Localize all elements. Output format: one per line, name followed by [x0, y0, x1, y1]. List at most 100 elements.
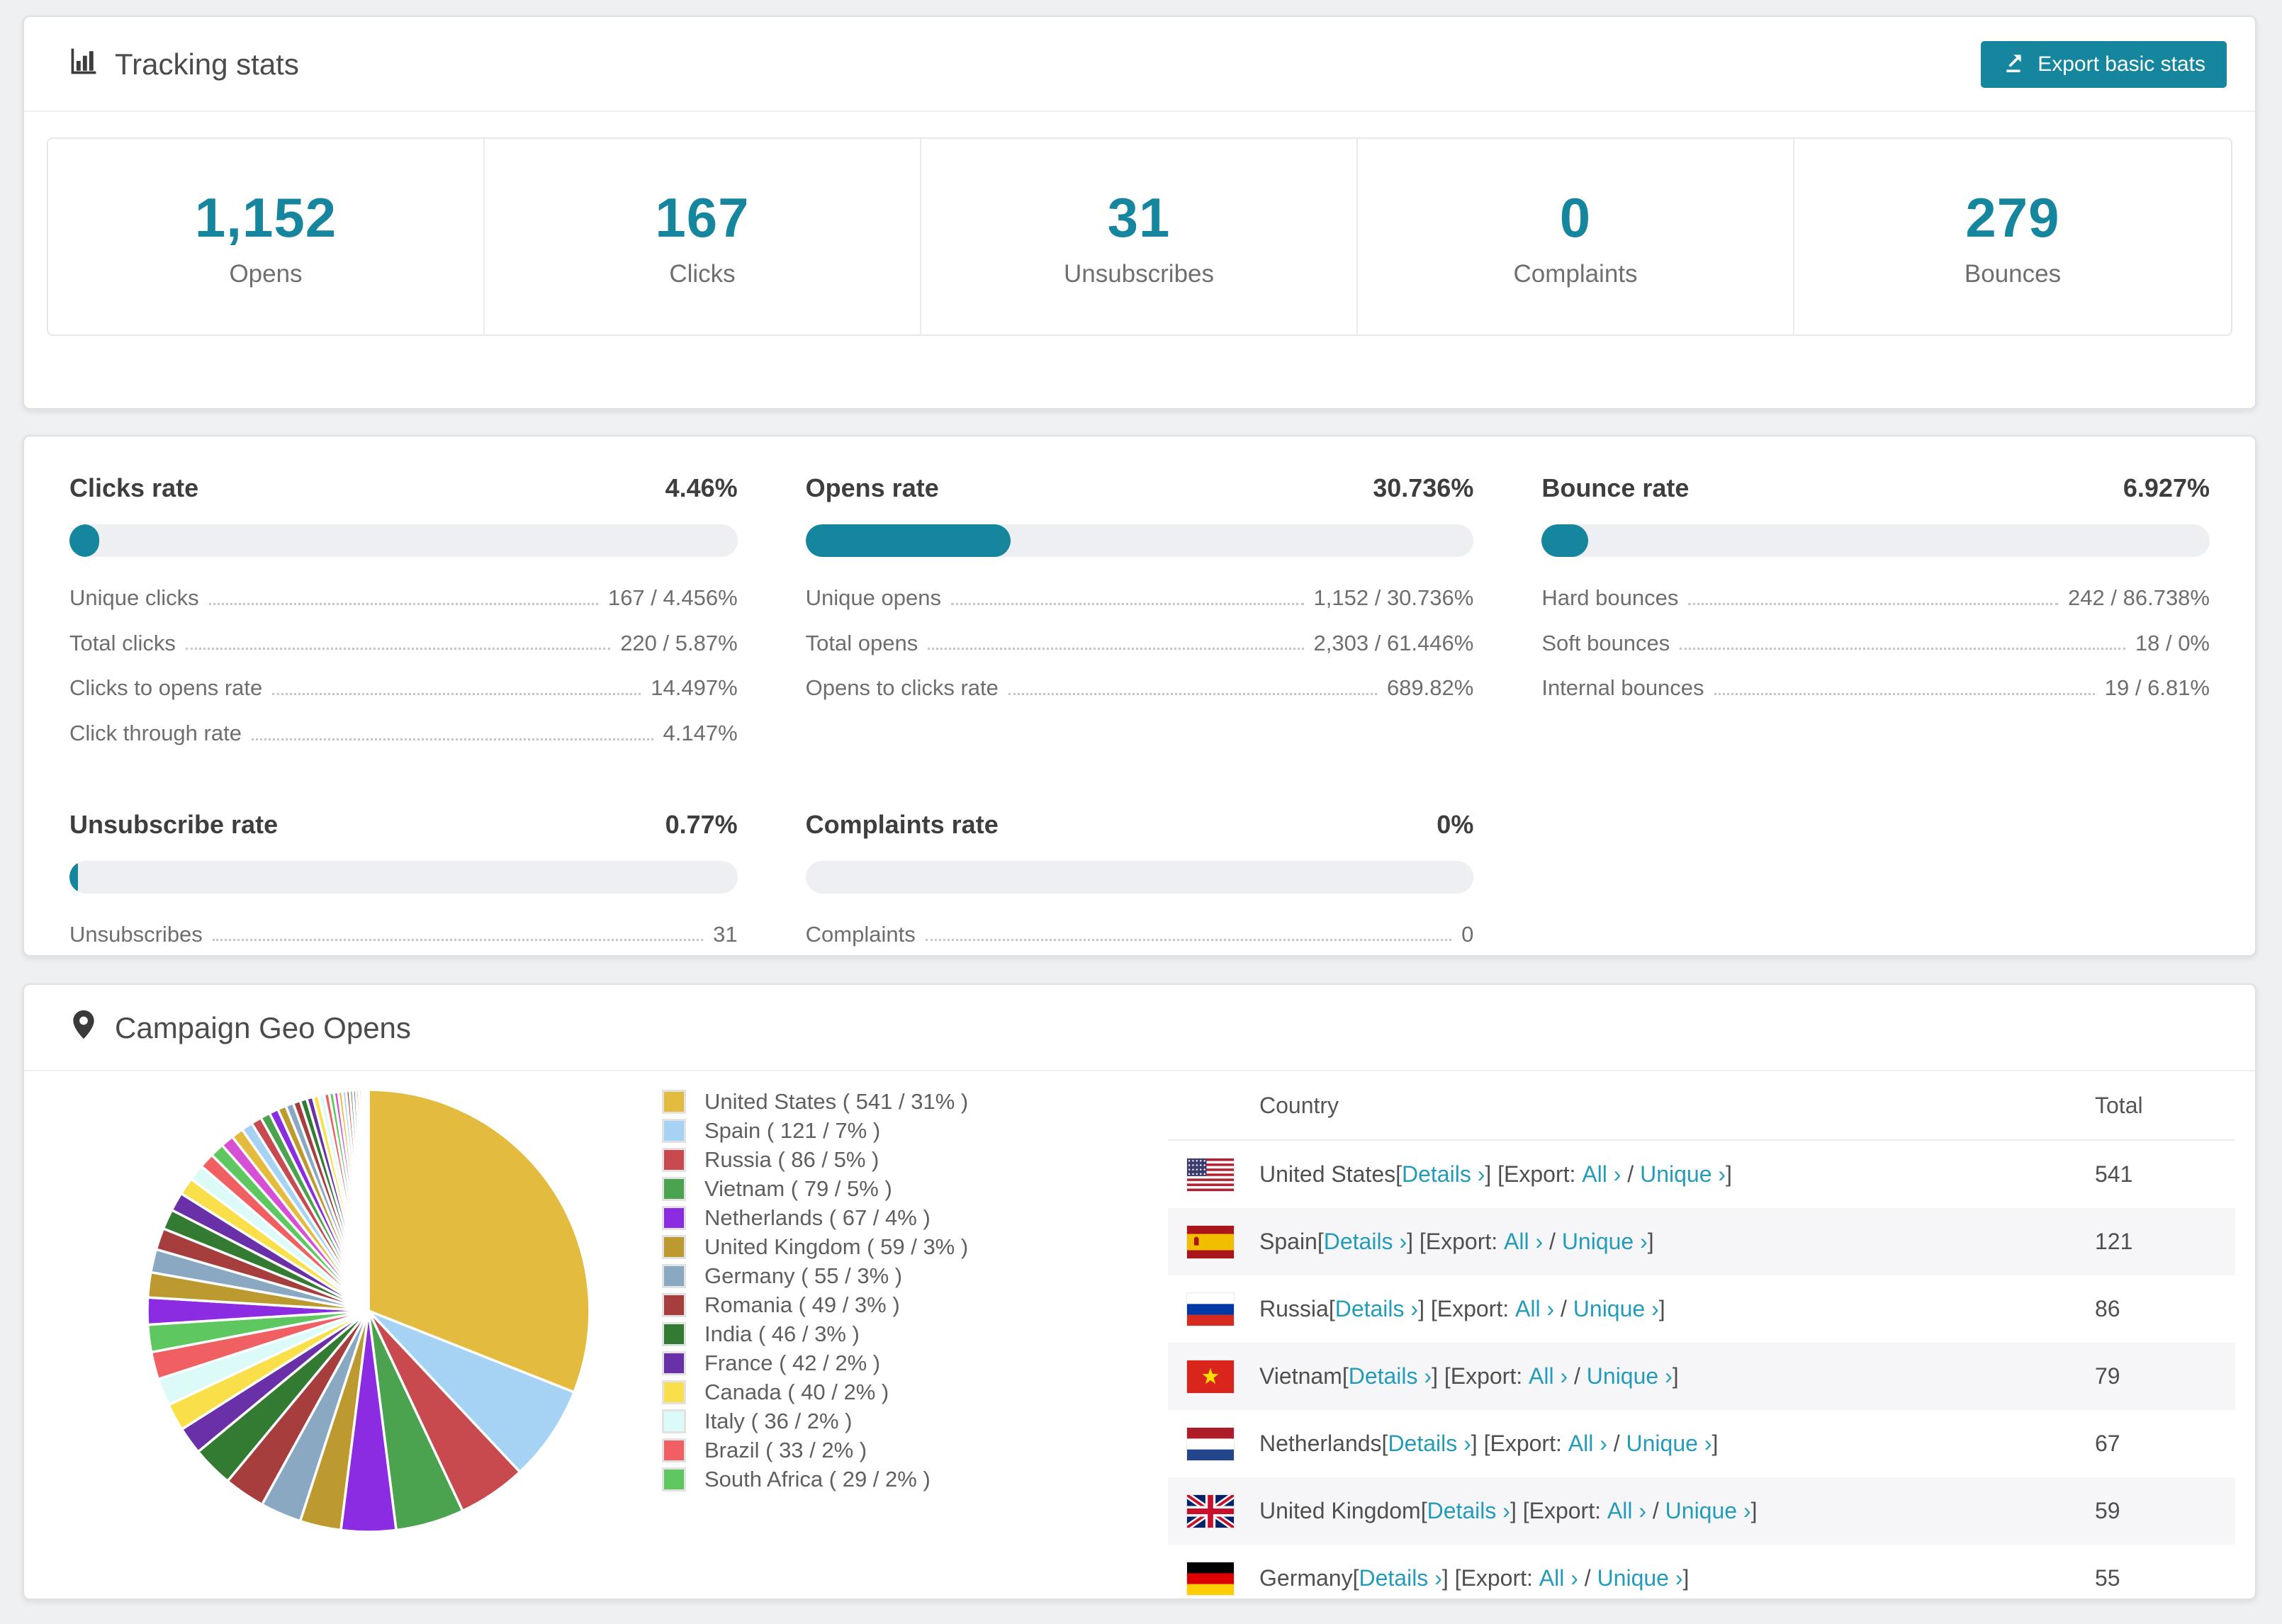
bracket: ] [1647, 1229, 1654, 1254]
bracket: ] [1672, 1363, 1679, 1389]
rate-detail-rows: Unique clicks 167 / 4.456% Total clicks 220… [69, 585, 738, 746]
legend-label: Brazil ( 33 / 2% ) [704, 1437, 867, 1462]
legend-item-vietnam[interactable]: Vietnam ( 79 / 5% ) [662, 1174, 1144, 1203]
legend-swatch [662, 1380, 686, 1404]
tracking-stats-title: Tracking stats [68, 45, 299, 84]
country-name: United Kingdom [1259, 1498, 1421, 1523]
country-name: Russia [1259, 1296, 1329, 1321]
legend-label: Canada ( 40 / 2% ) [704, 1379, 889, 1404]
unsubscribe-rate-panel: Unsubscribe rate 0.77% Unsubscribes 31 [69, 810, 738, 967]
details-link[interactable]: Details › [1334, 1296, 1419, 1321]
export-unique-link[interactable]: Unique › [1586, 1363, 1673, 1389]
export-button-label: Export basic stats [2038, 52, 2205, 76]
rate-detail-row: Unique clicks 167 / 4.456% [69, 585, 738, 611]
dotted-leader [1008, 692, 1377, 695]
tracking-stats-header: Tracking stats Export basic stats [24, 17, 2255, 112]
details-link[interactable]: Details › [1348, 1363, 1432, 1389]
progress-bar-fill [69, 860, 78, 893]
legend-item-italy[interactable]: Italy ( 36 / 2% ) [662, 1406, 1144, 1436]
rate-title: Complaints rate [805, 809, 999, 839]
legend-item-united-states[interactable]: United States ( 541 / 31% ) [662, 1087, 1144, 1116]
legend-label: Germany ( 55 / 3% ) [704, 1263, 903, 1288]
export-unique-link[interactable]: Unique › [1640, 1161, 1726, 1187]
detail-value: 689.82% [1386, 675, 1474, 701]
legend-item-russia[interactable]: Russia ( 86 / 5% ) [662, 1145, 1144, 1174]
rate-detail-rows: Unique opens 1,152 / 30.736% Total opens 2,… [806, 585, 1474, 701]
bracket: [ [1420, 1498, 1427, 1523]
export-all-link[interactable]: All › [1539, 1565, 1578, 1591]
export-unique-link[interactable]: Unique › [1626, 1431, 1712, 1456]
slash-separator: / [1607, 1431, 1626, 1456]
legend-label: Spain ( 121 / 7% ) [704, 1117, 881, 1143]
rate-detail-rows: Complaints 0 [806, 922, 1474, 947]
rate-value: 0.77% [665, 809, 738, 839]
stat-label: Complaints [1513, 259, 1638, 288]
country-cell: Vietnam [Details ›] [Export: All › / Uni… [1168, 1360, 2058, 1393]
summary-stats-wrap: 1,152 Opens 167 Clicks 31 Unsubscribes 0 Compla… [24, 112, 2255, 361]
export-all-link[interactable]: All › [1504, 1229, 1544, 1254]
export-unique-link[interactable]: Unique › [1665, 1498, 1751, 1523]
legend-item-spain[interactable]: Spain ( 121 / 7% ) [662, 1116, 1144, 1145]
summary-stat-bounces: 279 Bounces [1794, 139, 2231, 334]
bracket: ] [Export: [1471, 1431, 1568, 1456]
legend-item-romania[interactable]: Romania ( 49 / 3% ) [662, 1290, 1144, 1319]
stat-value: 1,152 [194, 186, 337, 249]
pie-slice-united-states[interactable] [367, 1088, 591, 1394]
pie-slice-spain[interactable] [367, 1309, 575, 1474]
legend-item-france[interactable]: France ( 42 / 2% ) [662, 1348, 1144, 1377]
export-all-link[interactable]: All › [1515, 1296, 1555, 1321]
rate-detail-row: Total clicks 220 / 5.87% [69, 631, 738, 656]
slash-separator: / [1554, 1296, 1573, 1321]
legend-item-south-africa[interactable]: South Africa ( 29 / 2% ) [662, 1465, 1144, 1494]
geo-pie-chart[interactable] [135, 1077, 602, 1545]
detail-value: 1,152 / 30.736% [1313, 585, 1474, 610]
flag-icon-vn [1187, 1360, 1234, 1393]
legend-swatch [662, 1176, 686, 1201]
export-basic-stats-button[interactable]: Export basic stats [1981, 41, 2227, 88]
dotted-leader [251, 738, 653, 740]
legend-item-india[interactable]: India ( 46 / 3% ) [662, 1319, 1144, 1348]
rate-value: 0% [1437, 809, 1474, 839]
details-link[interactable]: Details › [1359, 1565, 1442, 1591]
country-name: Netherlands [1259, 1431, 1382, 1456]
details-link[interactable]: Details › [1402, 1161, 1485, 1187]
export-unique-link[interactable]: Unique › [1597, 1565, 1683, 1591]
legend-item-germany[interactable]: Germany ( 55 / 3% ) [662, 1261, 1144, 1290]
geo-header: Campaign Geo Opens [24, 985, 2255, 1071]
details-link[interactable]: Details › [1323, 1229, 1407, 1254]
bar-chart-icon [68, 45, 99, 84]
details-link[interactable]: Details › [1388, 1431, 1471, 1456]
legend-swatch [662, 1292, 686, 1317]
legend-item-united-kingdom[interactable]: United Kingdom ( 59 / 3% ) [662, 1232, 1144, 1261]
export-icon [2002, 50, 2026, 79]
legend-item-netherlands[interactable]: Netherlands ( 67 / 4% ) [662, 1203, 1144, 1232]
progress-bar [805, 860, 1474, 893]
bracket: ] [1726, 1161, 1732, 1187]
progress-bar-fill [805, 524, 1011, 557]
bracket: [ [1342, 1363, 1349, 1389]
export-all-link[interactable]: All › [1568, 1431, 1607, 1456]
stat-label: Opens [229, 259, 303, 288]
geo-table-row-spain: Spain [Details ›] [Export: All › / Uniqu… [1168, 1208, 2235, 1275]
export-unique-link[interactable]: Unique › [1561, 1229, 1648, 1254]
export-unique-link[interactable]: Unique › [1573, 1296, 1659, 1321]
legend-label: Netherlands ( 67 / 4% ) [704, 1205, 931, 1230]
export-all-link[interactable]: All › [1529, 1363, 1568, 1389]
legend-item-brazil[interactable]: Brazil ( 33 / 2% ) [662, 1436, 1144, 1465]
export-all-link[interactable]: All › [1582, 1161, 1621, 1187]
rate-detail-row: Complaints 0 [806, 922, 1474, 947]
summary-stat-unsubscribes: 31 Unsubscribes [921, 139, 1358, 334]
flag-icon-gb [1187, 1494, 1234, 1528]
export-all-link[interactable]: All › [1607, 1498, 1646, 1523]
pie-slice-other-49[interactable] [365, 1088, 370, 1312]
slash-separator: / [1578, 1565, 1597, 1591]
legend-swatch [662, 1409, 686, 1433]
geo-table-row-united-states: United States [Details ›] [Export: All ›… [1168, 1141, 2235, 1208]
details-link[interactable]: Details › [1427, 1498, 1510, 1523]
detail-label: Soft bounces [1541, 630, 1670, 655]
country-cell: Russia [Details ›] [Export: All › / Uniq… [1168, 1292, 2058, 1326]
slash-separator: / [1646, 1498, 1665, 1523]
legend-item-canada[interactable]: Canada ( 40 / 2% ) [662, 1377, 1144, 1406]
legend-swatch [662, 1263, 686, 1288]
dotted-leader [1680, 648, 2125, 650]
